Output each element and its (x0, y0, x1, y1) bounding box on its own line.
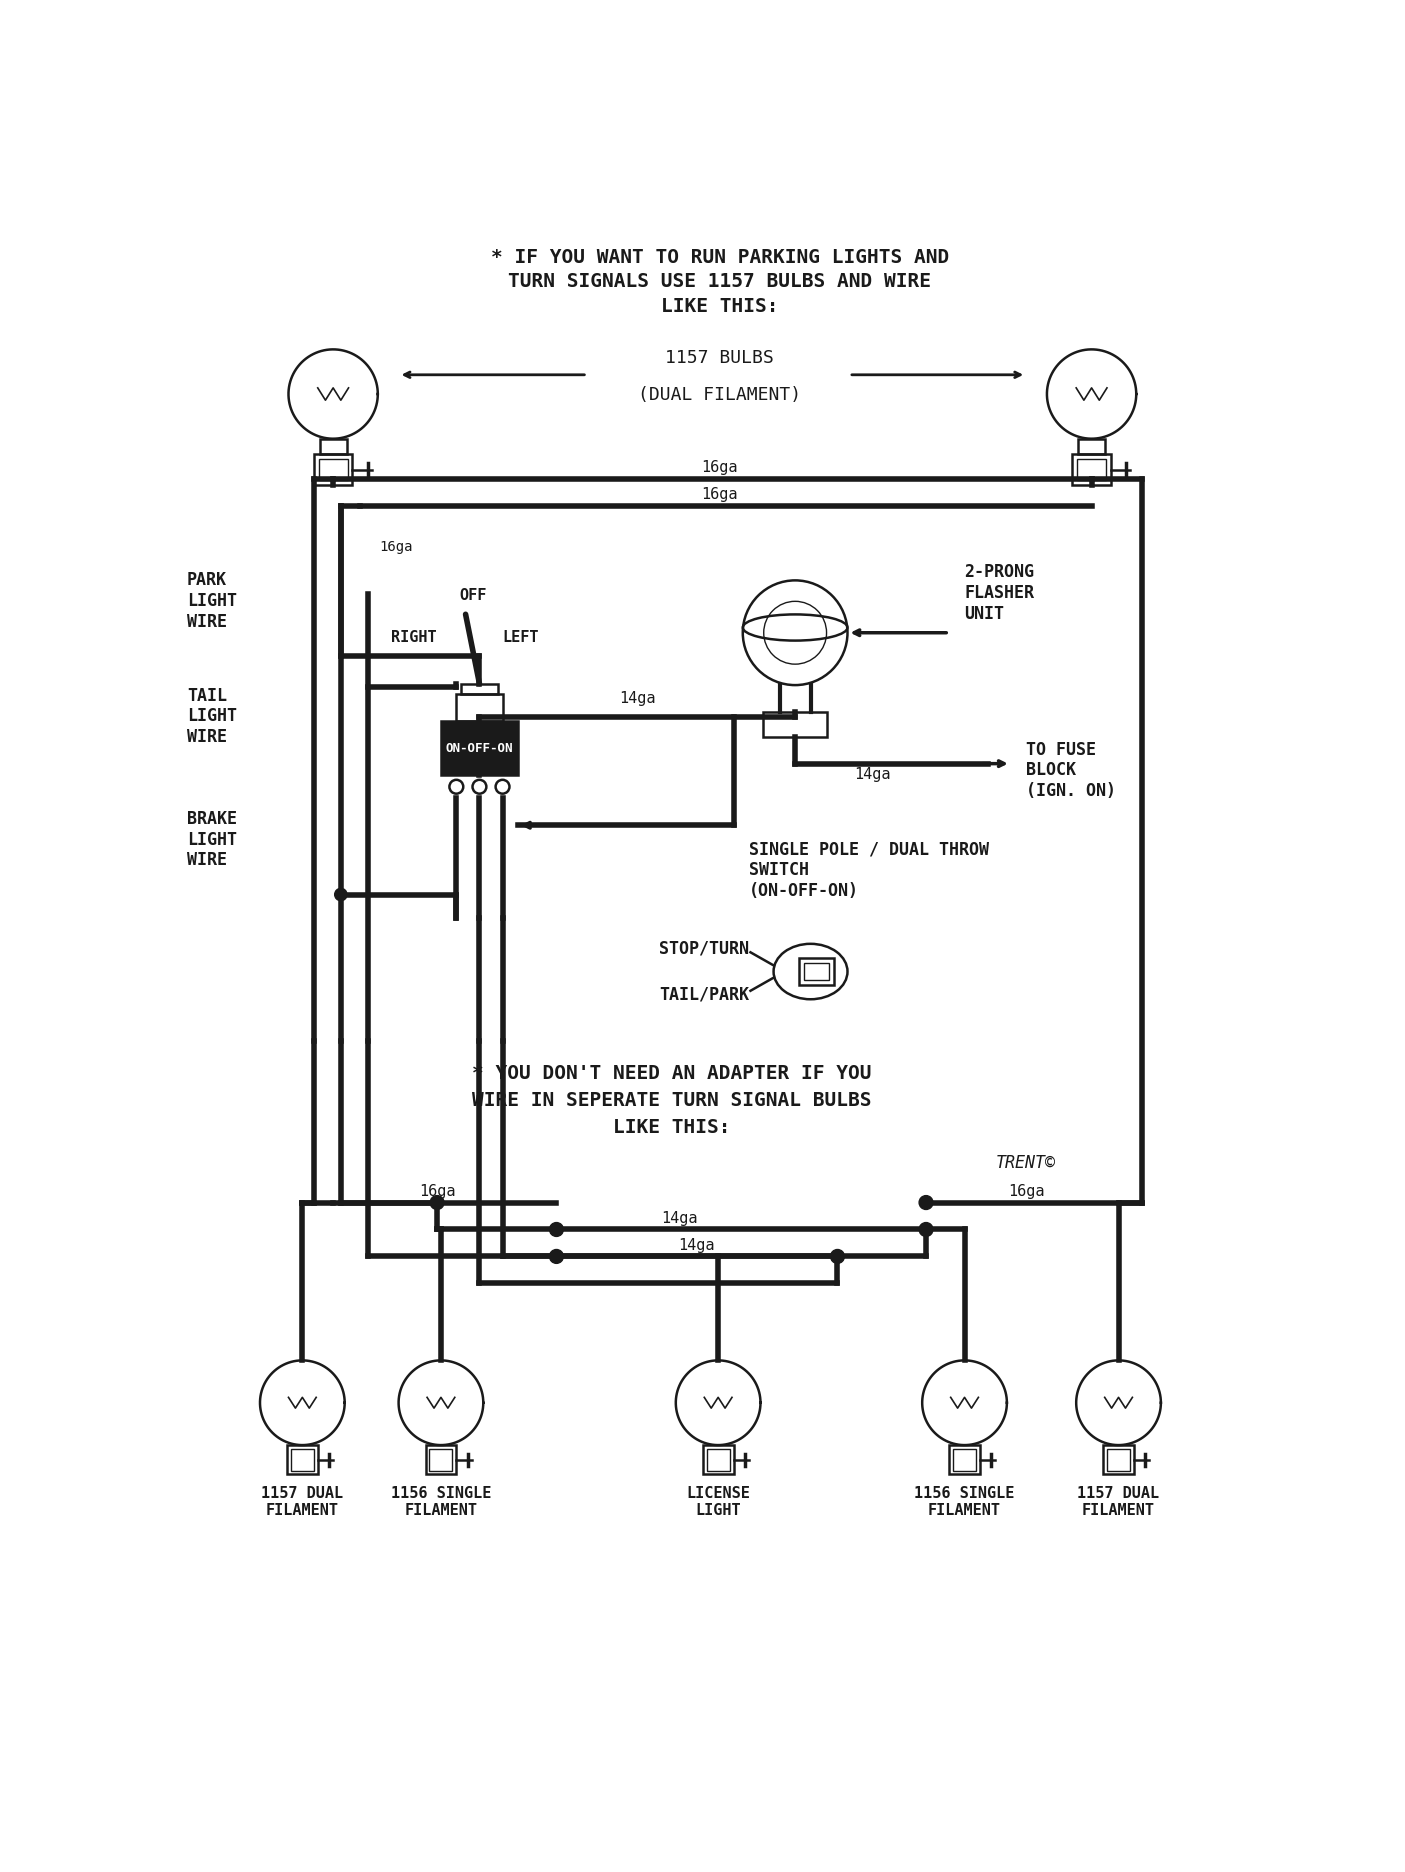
Text: 16ga: 16ga (419, 1183, 455, 1198)
Bar (1072, 455, 1111, 485)
Text: TAIL
LIGHT
WIRE: TAIL LIGHT WIRE (187, 687, 237, 747)
Bar (461, 683, 497, 695)
Bar (319, 459, 348, 481)
Bar (441, 721, 518, 775)
Text: TAIL/PARK: TAIL/PARK (659, 987, 749, 1003)
Bar (426, 1445, 457, 1475)
Text: STOP/TURN: STOP/TURN (659, 940, 749, 957)
Bar (953, 1449, 976, 1471)
Text: * IF YOU WANT TO RUN PARKING LIGHTS AND: * IF YOU WANT TO RUN PARKING LIGHTS AND (490, 247, 948, 266)
Text: LIKE THIS:: LIKE THIS: (613, 1118, 731, 1136)
Bar (707, 1449, 729, 1471)
Text: 1157 DUAL
FILAMENT: 1157 DUAL FILAMENT (1078, 1486, 1159, 1518)
Text: LIKE THIS:: LIKE THIS: (660, 298, 778, 316)
Text: 16ga: 16ga (1007, 1183, 1044, 1198)
Text: OFF: OFF (459, 588, 488, 603)
Circle shape (830, 1249, 844, 1264)
Text: 16ga: 16ga (701, 487, 738, 502)
Text: TO FUSE
BLOCK
(IGN. ON): TO FUSE BLOCK (IGN. ON) (1026, 741, 1116, 799)
Bar (313, 455, 353, 485)
Text: ON-OFF-ON: ON-OFF-ON (445, 741, 513, 754)
Text: * YOU DON'T NEED AN ADAPTER IF YOU: * YOU DON'T NEED AN ADAPTER IF YOU (472, 1063, 871, 1082)
Bar (1078, 459, 1106, 481)
Bar (457, 695, 503, 721)
Bar (320, 438, 347, 455)
Bar (799, 958, 835, 985)
Text: 1156 SINGLE
FILAMENT: 1156 SINGLE FILAMENT (391, 1486, 492, 1518)
Circle shape (549, 1222, 563, 1236)
Circle shape (334, 889, 347, 900)
Text: LEFT: LEFT (503, 629, 540, 644)
Bar (1078, 438, 1106, 455)
Bar (287, 1445, 318, 1475)
Circle shape (919, 1222, 933, 1236)
Bar (763, 711, 828, 738)
Bar (804, 962, 829, 981)
Text: BRAKE
LIGHT
WIRE: BRAKE LIGHT WIRE (187, 811, 237, 869)
Text: RIGHT: RIGHT (392, 629, 437, 644)
Text: PARK
LIGHT
WIRE: PARK LIGHT WIRE (187, 571, 237, 631)
Text: 1157 DUAL
FILAMENT: 1157 DUAL FILAMENT (261, 1486, 343, 1518)
Text: 14ga: 14ga (679, 1237, 715, 1252)
Bar (702, 1445, 733, 1475)
Text: 1156 SINGLE
FILAMENT: 1156 SINGLE FILAMENT (915, 1486, 1014, 1518)
Bar (1107, 1449, 1130, 1471)
Bar (950, 1445, 979, 1475)
Circle shape (549, 1249, 563, 1264)
Text: 2-PRONG
FLASHER
UNIT: 2-PRONG FLASHER UNIT (965, 563, 1034, 623)
Text: TURN SIGNALS USE 1157 BULBS AND WIRE: TURN SIGNALS USE 1157 BULBS AND WIRE (509, 273, 932, 292)
Text: LICENSE
LIGHT: LICENSE LIGHT (686, 1486, 750, 1518)
Text: (DUAL FILAMENT): (DUAL FILAMENT) (638, 386, 801, 404)
Circle shape (430, 1196, 444, 1209)
Bar (430, 1449, 452, 1471)
Bar (1103, 1445, 1134, 1475)
Bar (291, 1449, 313, 1471)
Text: 16ga: 16ga (701, 461, 738, 475)
Text: SINGLE POLE / DUAL THROW
SWITCH
(ON-OFF-ON): SINGLE POLE / DUAL THROW SWITCH (ON-OFF-… (749, 841, 989, 900)
Text: TRENT©: TRENT© (995, 1153, 1055, 1172)
Text: 14ga: 14ga (662, 1211, 698, 1226)
Circle shape (919, 1196, 933, 1209)
Text: WIRE IN SEPERATE TURN SIGNAL BULBS: WIRE IN SEPERATE TURN SIGNAL BULBS (472, 1091, 871, 1110)
Text: 16ga: 16ga (379, 541, 413, 554)
Text: 14ga: 14ga (620, 691, 656, 706)
Text: 1157 BULBS: 1157 BULBS (666, 348, 774, 367)
Text: 14ga: 14ga (854, 768, 891, 782)
